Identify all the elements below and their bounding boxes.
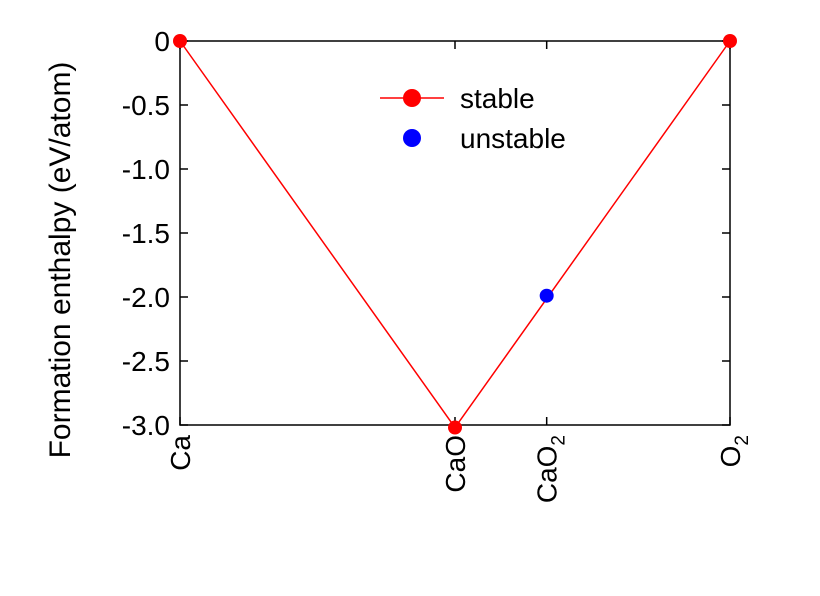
series-lines	[179, 40, 731, 429]
data-point-stable	[448, 420, 462, 435]
y-tick-label: -3.0	[122, 410, 170, 441]
data-point-unstable	[539, 288, 554, 303]
y-tick-label: -1.5	[122, 218, 170, 249]
x-tick-label-subscript: 2	[732, 435, 753, 446]
x-tick-label-text: Ca	[165, 435, 196, 471]
x-tick-label: CaO2	[532, 435, 570, 503]
y-tick-label: -2.5	[122, 346, 170, 377]
y-tick-label: -1.0	[122, 154, 170, 185]
data-point-stable	[723, 34, 737, 48]
y-tick-label: 0	[154, 26, 170, 57]
y-axis-title: Formation enthalpy (eV/atom)	[44, 62, 77, 459]
x-tick-label: CaO	[440, 435, 471, 493]
series-points	[173, 34, 737, 435]
series-line-stable	[179, 40, 731, 429]
data-point-stable	[173, 34, 187, 48]
plot-frame	[179, 40, 731, 426]
x-tick-label-text: CaO	[440, 435, 471, 493]
legend: stable unstable	[380, 83, 566, 154]
legend-marker-unstable	[403, 129, 421, 147]
y-tick-label: -0.5	[122, 90, 170, 121]
y-axis: 0 -0.5 -1.0 -1.5 -2.0 -2.5 -3.0	[122, 26, 730, 441]
legend-label-unstable: unstable	[460, 123, 566, 154]
legend-marker-stable	[403, 89, 421, 107]
x-tick-label: Ca	[165, 435, 196, 471]
legend-label-stable: stable	[460, 83, 535, 114]
x-tick-label-text: O	[715, 446, 746, 468]
x-tick-label: O2	[715, 435, 753, 467]
x-tick-label-subscript: 2	[549, 435, 570, 446]
y-tick-label: -2.0	[122, 282, 170, 313]
x-tick-label-text: CaO	[532, 446, 563, 504]
